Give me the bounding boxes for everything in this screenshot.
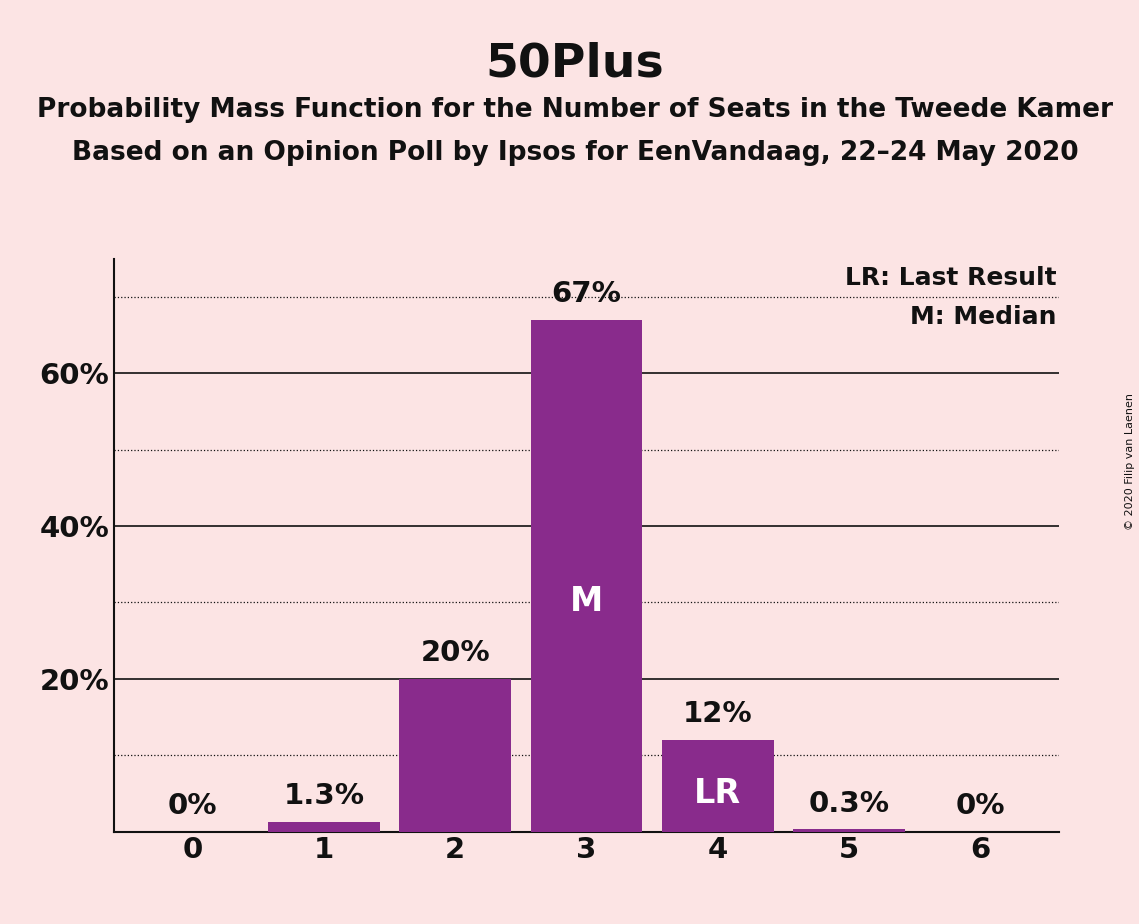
Bar (531, 320, 642, 832)
Text: © 2020 Filip van Laenen: © 2020 Filip van Laenen (1125, 394, 1134, 530)
Text: LR: LR (695, 776, 741, 809)
Text: 0.3%: 0.3% (809, 790, 890, 818)
Text: 0%: 0% (167, 792, 218, 821)
Text: 0%: 0% (956, 792, 1006, 821)
Text: Based on an Opinion Poll by Ipsos for EenVandaag, 22–24 May 2020: Based on an Opinion Poll by Ipsos for Ee… (72, 140, 1079, 166)
Bar (794, 830, 906, 832)
Text: 67%: 67% (551, 280, 622, 309)
Bar (662, 740, 773, 832)
Text: Probability Mass Function for the Number of Seats in the Tweede Kamer: Probability Mass Function for the Number… (38, 97, 1113, 123)
Text: LR: Last Result: LR: Last Result (845, 266, 1057, 290)
Text: M: Median: M: Median (910, 305, 1057, 329)
Text: M: M (570, 585, 604, 618)
Text: 1.3%: 1.3% (284, 783, 364, 810)
Bar (268, 821, 379, 832)
Text: 50Plus: 50Plus (486, 42, 664, 87)
Text: 12%: 12% (683, 700, 753, 728)
Bar (400, 679, 511, 832)
Text: 20%: 20% (420, 639, 490, 667)
